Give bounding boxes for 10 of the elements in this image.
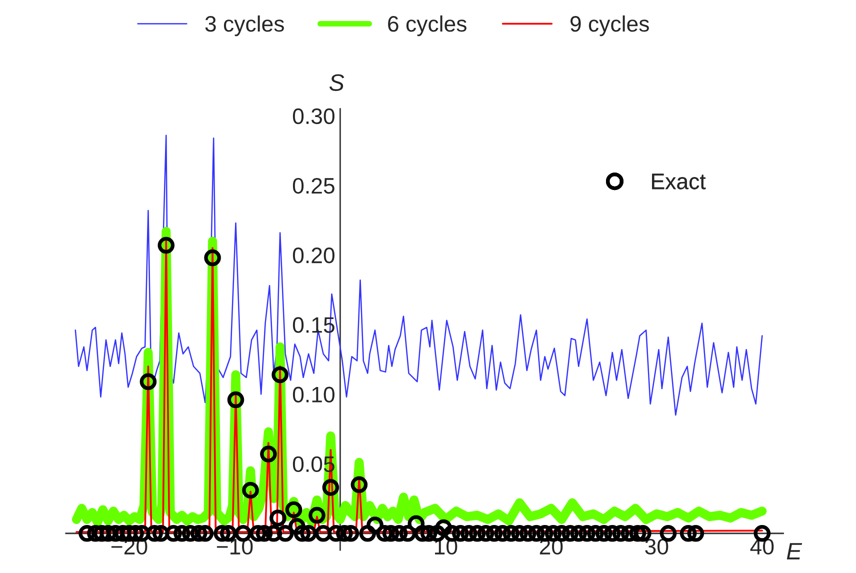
y-tick-label: 0.25 bbox=[292, 178, 334, 194]
legend-label: 3 cycles bbox=[205, 15, 284, 36]
y-axis-title: S bbox=[329, 74, 344, 91]
y-tick-label: 0.30 bbox=[292, 108, 334, 124]
x-axis-title: E bbox=[786, 543, 802, 560]
y-tick-label: 0.20 bbox=[292, 248, 334, 264]
legend-label: 9 cycles bbox=[570, 15, 649, 36]
legend-label: Exact bbox=[652, 174, 706, 190]
y-tick-label: 0.10 bbox=[292, 386, 334, 402]
legend-label: 6 cycles bbox=[388, 15, 466, 36]
